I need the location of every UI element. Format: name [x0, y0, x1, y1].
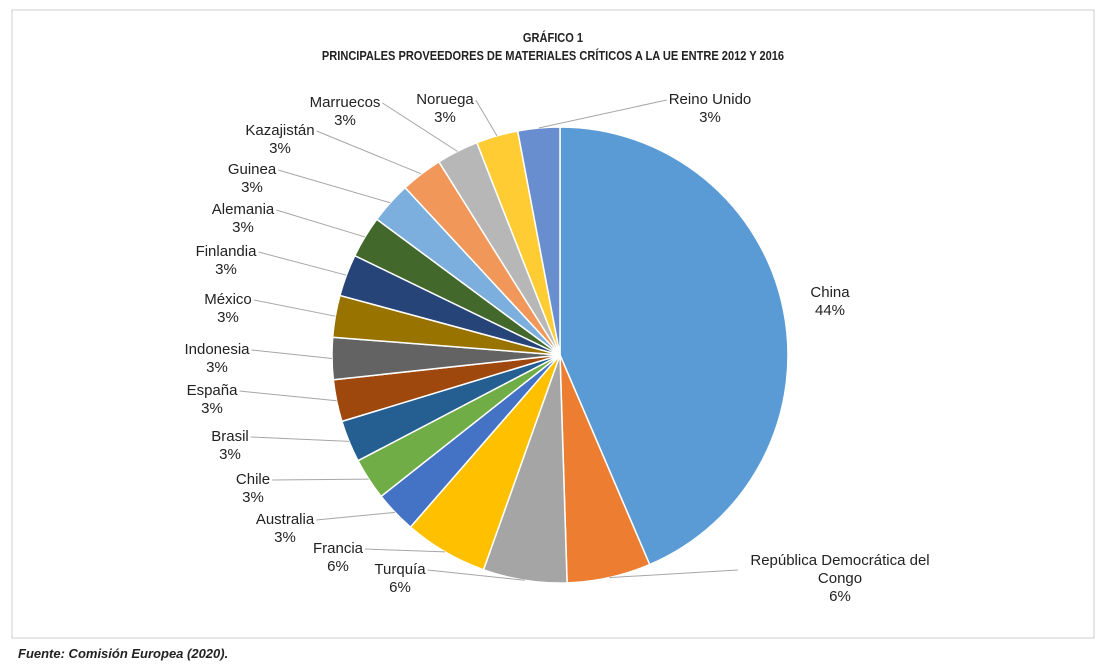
value-label: 3%: [699, 109, 721, 126]
slice-label: Marruecos 3%: [310, 94, 381, 130]
category-label: Turquía: [374, 561, 426, 578]
slice-label: Finlandia 3%: [196, 243, 257, 279]
chart-subtitle: PRINCIPALES PROVEEDORES DE MATERIALES CR…: [321, 48, 785, 63]
chart-title: GRÁFICO 1: [522, 30, 584, 45]
value-label: 3%: [334, 112, 356, 129]
category-label: Francia: [312, 540, 364, 557]
leader-line: [250, 436, 350, 442]
leader-line: [609, 569, 739, 579]
leader-line: [382, 102, 458, 152]
leader-line: [239, 390, 337, 402]
category-label: Reino Unido: [668, 91, 752, 108]
leader-line: [272, 478, 369, 481]
value-label: 3%: [217, 309, 239, 326]
slice-label: Australia 3%: [256, 511, 314, 547]
slice-label: China 44%: [810, 284, 849, 320]
value-label: 3%: [232, 219, 254, 236]
leader-line: [364, 548, 445, 553]
leader-line: [278, 169, 391, 204]
value-label: 44%: [814, 302, 846, 319]
category-label: Indonesia: [184, 341, 250, 358]
category-label: Finlandia: [195, 243, 257, 260]
category-label: Kazajistán: [245, 122, 315, 139]
category-label: España: [186, 382, 238, 399]
value-label: 3%: [434, 109, 456, 126]
category-label: Chile: [235, 471, 271, 488]
leader-line: [258, 251, 347, 276]
value-label: 6%: [327, 558, 349, 575]
leader-line: [316, 511, 396, 521]
category-label: Australia: [255, 511, 315, 528]
value-label: 3%: [274, 529, 296, 546]
slice-label: Indonesia 3%: [184, 341, 249, 377]
slice-label: República Democrática del Congo 6%: [740, 552, 940, 606]
slice-label: Noruega 3%: [416, 91, 474, 127]
slice-label: Turquía 6%: [374, 561, 425, 597]
slice-label: Alemania 3%: [212, 201, 275, 237]
value-label: 3%: [242, 489, 264, 506]
category-label: Alemania: [211, 201, 275, 218]
slice-label: México 3%: [204, 291, 252, 327]
category-label: Marruecos: [309, 94, 381, 111]
slice-label: Kazajistán 3%: [245, 122, 314, 158]
leader-line: [538, 99, 667, 129]
leader-line: [253, 299, 336, 317]
leader-line: [427, 569, 525, 581]
value-label: 6%: [829, 588, 851, 605]
pie-slice: [559, 126, 789, 566]
category-label: Brasil: [211, 428, 249, 445]
category-label: Noruega: [416, 91, 474, 108]
leader-line: [276, 209, 366, 238]
slice-label: España 3%: [187, 382, 238, 418]
slice-label: Chile 3%: [236, 471, 270, 507]
value-label: 3%: [215, 261, 237, 278]
leader-line: [316, 130, 422, 175]
category-label: Guinea: [227, 161, 277, 178]
pie-slice: [516, 126, 561, 356]
category-label: República Democrática del Congo: [750, 552, 930, 587]
slice-label: Francia 6%: [313, 540, 363, 576]
category-label: México: [204, 291, 252, 308]
value-label: 3%: [241, 179, 263, 196]
value-label: 3%: [219, 446, 241, 463]
value-label: 3%: [201, 400, 223, 417]
value-label: 3%: [206, 359, 228, 376]
leader-line: [251, 349, 333, 360]
slice-label: Brasil 3%: [211, 428, 249, 464]
slice-label: Reino Unido 3%: [669, 91, 752, 127]
category-label: China: [810, 284, 850, 301]
value-label: 3%: [269, 140, 291, 157]
slice-label: Guinea 3%: [228, 161, 276, 197]
source: Fuente: Comisión Europea (2020).: [18, 646, 229, 661]
value-label: 6%: [389, 579, 411, 596]
frame: [11, 9, 1095, 639]
leader-line: [475, 99, 498, 137]
